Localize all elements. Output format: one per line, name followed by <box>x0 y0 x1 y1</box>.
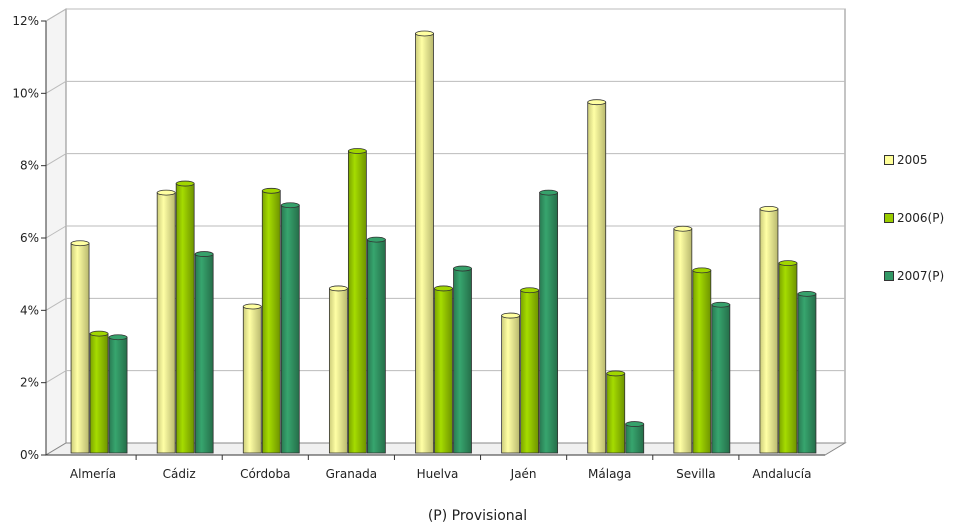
x-tick-label: Córdoba <box>240 467 290 481</box>
bar-top <box>673 225 693 232</box>
bar-2005-Córdoba <box>242 306 262 454</box>
x-tick-label: Huelva <box>417 467 459 481</box>
bar-2006(P)-Jaén <box>520 289 540 454</box>
bar-2006(P)-Cádiz <box>175 183 195 454</box>
gridline-side <box>45 225 67 239</box>
y-tick-label: 0% <box>20 448 39 462</box>
bar-2007(P)-Jaén <box>539 192 559 454</box>
bar-top <box>692 267 712 274</box>
x-tick-label: Cádiz <box>163 467 196 481</box>
bar-top <box>415 30 434 37</box>
bar-top <box>501 312 521 319</box>
bar-top <box>194 251 214 257</box>
x-tick-label: Málaga <box>588 467 631 481</box>
bar-top <box>280 202 300 209</box>
y-tick-label: 10% <box>12 86 39 100</box>
bar-top <box>797 290 817 297</box>
bar-2006(P)-Granada <box>347 150 367 454</box>
y-tick-label: 6% <box>20 231 39 245</box>
bar-top <box>366 236 386 243</box>
legend-item-2007p: 2007(P) <box>884 266 944 286</box>
bar-top <box>539 189 559 196</box>
legend-item-2006p: 2006(P) <box>884 208 944 228</box>
gridline-side <box>45 80 67 94</box>
gridline-side <box>45 297 67 311</box>
bar-2006(P)-Sevilla <box>692 269 712 454</box>
x-tick-label: Granada <box>326 467 378 481</box>
bar-2007(P)-Córdoba <box>280 204 300 454</box>
bar-top <box>175 180 195 187</box>
bar-2005-Huelva <box>415 33 434 454</box>
bar-2005-Cádiz <box>156 192 176 454</box>
bar-top <box>347 148 367 154</box>
bar-2005-Sevilla <box>673 228 693 454</box>
bar-2006(P)-Málaga <box>606 373 626 454</box>
legend-swatch <box>884 213 894 223</box>
gridline-side <box>45 8 67 22</box>
legend: 2005 2006(P) 2007(P) <box>884 150 944 324</box>
bar-2005-Almería <box>70 242 90 454</box>
bar-top <box>156 189 176 196</box>
y-tick-label: 2% <box>20 376 39 390</box>
bar-2006(P)-Córdoba <box>261 190 281 454</box>
bar-top <box>625 421 645 427</box>
bar-top <box>606 370 626 377</box>
bar-2007(P)-Huelva <box>453 268 472 454</box>
legend-label: 2007(P) <box>897 269 945 283</box>
bar-top <box>89 330 109 337</box>
bar-top <box>711 301 731 308</box>
bar-top <box>70 240 90 247</box>
bar-2006(P)-Almería <box>89 333 109 454</box>
bar-top <box>242 303 262 310</box>
gridline-side <box>45 370 67 384</box>
chart-caption: (P) Provisional <box>427 508 528 524</box>
y-tick-label: 12% <box>12 14 39 28</box>
legend-swatch <box>884 271 894 281</box>
x-tick-label: Andalucía <box>752 467 811 481</box>
legend-item-2005: 2005 <box>884 150 944 170</box>
legend-label: 2006(P) <box>897 211 945 225</box>
bar-2006(P)-Andalucía <box>778 262 798 454</box>
bar-top <box>759 205 779 212</box>
legend-label: 2005 <box>897 153 928 167</box>
bar-2005-Granada <box>328 288 348 454</box>
x-tick-label: Sevilla <box>676 467 715 481</box>
bar-2007(P)-Almería <box>108 336 128 454</box>
y-tick-label: 4% <box>20 303 39 317</box>
bar-2007(P)-Granada <box>366 239 386 454</box>
bar-2007(P)-Cádiz <box>194 253 214 454</box>
bar-2005-Málaga <box>587 101 607 454</box>
bar-top <box>453 265 472 272</box>
bar-top <box>778 260 798 267</box>
x-tick-label: Almería <box>70 467 116 481</box>
bar-2007(P)-Andalucía <box>797 293 817 454</box>
bar-top <box>434 285 453 292</box>
x-tick-label: Jaén <box>510 467 537 481</box>
bar-2007(P)-Málaga <box>625 423 645 454</box>
bar-top <box>108 334 128 341</box>
bar-top <box>261 187 281 194</box>
bar-2005-Jaén <box>501 315 521 454</box>
bar-top <box>587 99 607 106</box>
bar-top <box>328 285 348 292</box>
legend-swatch <box>884 155 894 165</box>
bar-2005-Andalucía <box>759 208 779 454</box>
bar-2007(P)-Sevilla <box>711 304 731 454</box>
bar-top <box>520 287 540 294</box>
gridline-side <box>45 153 67 167</box>
y-tick-label: 8% <box>20 159 39 173</box>
bar-2006(P)-Huelva <box>434 288 453 454</box>
bar-chart: 0% 2% 4% 6% 8% 10% 12% Almería Cádiz Córdoba Grana… <box>12 8 847 481</box>
